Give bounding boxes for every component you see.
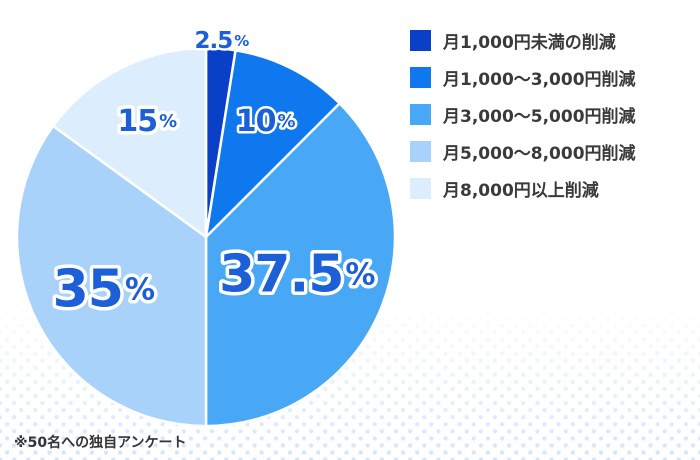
legend-item-4: 月5,000〜8,000円削減 bbox=[410, 133, 636, 170]
legend-label: 月5,000〜8,000円削減 bbox=[443, 144, 636, 164]
pie-slice-4 bbox=[15, 124, 208, 428]
legend-swatch bbox=[410, 141, 431, 162]
legend-label: 月8,000円以上削減 bbox=[443, 181, 599, 201]
legend-item-2: 月1,000〜3,000円削減 bbox=[410, 59, 636, 96]
pie-slice-5 bbox=[51, 46, 208, 239]
pie-slice-3 bbox=[204, 102, 397, 428]
legend-label: 月1,000〜3,000円削減 bbox=[443, 70, 636, 90]
pie-value-labels: 2.5 % 10 % 37.5% 35% 15% bbox=[49, 26, 380, 323]
pie-slice-2 bbox=[204, 49, 341, 239]
legend-label: 月3,000〜5,000円削減 bbox=[443, 107, 636, 127]
legend-label: 月1,000円未満の削減 bbox=[443, 33, 616, 53]
chart-legend: 月1,000円未満の削減 月1,000〜3,000円削減 月3,000〜5,000円… bbox=[410, 22, 636, 207]
legend-swatch bbox=[410, 67, 431, 88]
value-label-3: 37.5% bbox=[219, 245, 375, 305]
legend-item-5: 月8,000円以上削減 bbox=[410, 170, 636, 207]
legend-swatch bbox=[410, 104, 431, 125]
legend-item-3: 月3,000〜5,000円削減 bbox=[410, 96, 636, 133]
pie-slices bbox=[15, 46, 397, 428]
value-label-2: 10% bbox=[236, 103, 296, 138]
legend-swatch bbox=[410, 178, 431, 199]
value-label-4: 35% bbox=[53, 259, 155, 319]
value-label-1: 2.5% bbox=[195, 28, 250, 54]
legend-swatch bbox=[410, 30, 431, 51]
legend-item-1: 月1,000円未満の削減 bbox=[410, 22, 636, 59]
survey-footnote: ※50名への独自アンケート bbox=[14, 435, 187, 451]
value-label-5: 15% bbox=[117, 103, 177, 138]
